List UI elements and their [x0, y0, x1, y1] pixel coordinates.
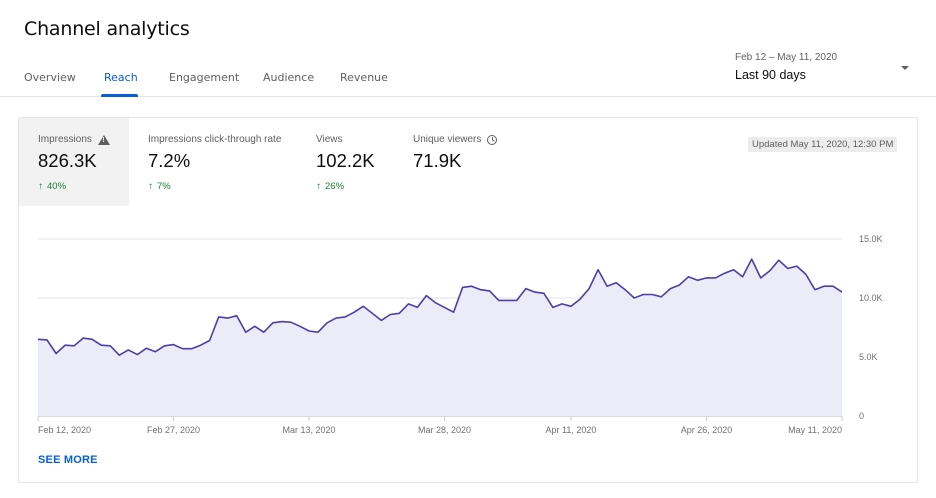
date-range-text: Feb 12 – May 11, 2020 — [735, 52, 838, 63]
delta-value: 7% — [157, 181, 171, 192]
svg-text:May 11, 2020: May 11, 2020 — [788, 425, 842, 435]
svg-text:Feb 27, 2020: Feb 27, 2020 — [147, 425, 200, 435]
see-more-button[interactable]: SEE MORE — [38, 454, 98, 466]
svg-text:Apr 11, 2020: Apr 11, 2020 — [546, 425, 597, 435]
metric-impressions[interactable]: Impressions 826.3K ↑ 40% — [19, 118, 129, 206]
page-title: Channel analytics — [24, 18, 190, 40]
metric-delta: ↑ 7% — [148, 181, 294, 192]
svg-text:Mar 13, 2020: Mar 13, 2020 — [282, 425, 335, 435]
reach-card: Impressions 826.3K ↑ 40% Impressions cli… — [18, 117, 918, 483]
metric-label: Impressions — [38, 134, 92, 145]
svg-text:10.0K: 10.0K — [859, 293, 883, 303]
metric-views[interactable]: Views 102.2K ↑ 26% — [297, 118, 392, 206]
impressions-chart[interactable]: 0 5.0K 10.0K 15.0K Feb 12, 2020 Feb 27, 2020… — [19, 118, 917, 438]
metric-delta: ↑ 40% — [38, 181, 129, 192]
metric-label-row: Impressions click-through rate — [148, 134, 294, 145]
metric-value: 102.2K — [316, 150, 375, 171]
tab-revenue[interactable]: Revenue — [340, 71, 388, 84]
warning-icon[interactable] — [97, 134, 110, 145]
metric-value: 826.3K — [38, 150, 97, 171]
chart-line — [37, 258, 843, 356]
updated-timestamp: Updated May 11, 2020, 12:30 PM — [748, 137, 898, 152]
arrow-up-icon: ↑ — [148, 181, 153, 192]
tab-reach[interactable]: Reach — [104, 71, 138, 84]
metric-label: Unique viewers — [413, 134, 482, 145]
metric-value: 7.2% — [148, 150, 191, 171]
date-range-picker[interactable]: Feb 12 – May 11, 2020 Last 90 days — [735, 52, 915, 88]
arrow-up-icon: ↑ — [316, 181, 321, 192]
arrow-up-icon: ↑ — [38, 181, 43, 192]
svg-text:Apr 26, 2020: Apr 26, 2020 — [681, 425, 733, 435]
metric-delta: ↑ 26% — [316, 181, 392, 192]
y-axis-labels: 0 5.0K 10.0K 15.0K — [859, 234, 883, 421]
metric-label-row: Impressions — [38, 134, 129, 145]
metric-label-row: Unique viewers — [413, 134, 514, 145]
metric-unique-viewers[interactable]: Unique viewers 71.9K — [394, 118, 514, 206]
tab-engagement[interactable]: Engagement — [169, 71, 240, 84]
dropdown-arrow-icon — [901, 66, 909, 70]
svg-text:0: 0 — [859, 411, 864, 421]
delta-value: 40% — [47, 181, 67, 192]
active-tab-indicator — [101, 94, 138, 97]
x-axis-labels: Feb 12, 2020 Feb 27, 2020 Mar 13, 2020 Mar … — [37, 416, 843, 435]
metric-value: 71.9K — [413, 150, 462, 171]
svg-text:Feb 12, 2020: Feb 12, 2020 — [38, 425, 91, 435]
svg-text:15.0K: 15.0K — [859, 234, 883, 244]
metric-label: Views — [316, 134, 343, 145]
tab-bar: Overview Reach Engagement Audience Reven… — [0, 60, 936, 97]
tab-audience[interactable]: Audience — [263, 71, 315, 84]
svg-text:5.0K: 5.0K — [859, 352, 878, 362]
delta-value: 26% — [325, 181, 345, 192]
clock-icon[interactable] — [487, 134, 498, 145]
metric-label-row: Views — [316, 134, 392, 145]
tab-overview[interactable]: Overview — [24, 71, 76, 84]
date-range-label: Last 90 days — [735, 68, 806, 82]
metric-label: Impressions click-through rate — [148, 134, 282, 145]
metric-impressions-ctr[interactable]: Impressions click-through rate 7.2% ↑ 7% — [129, 118, 294, 206]
svg-text:Mar 28, 2020: Mar 28, 2020 — [418, 425, 471, 435]
chart-area — [38, 259, 842, 416]
